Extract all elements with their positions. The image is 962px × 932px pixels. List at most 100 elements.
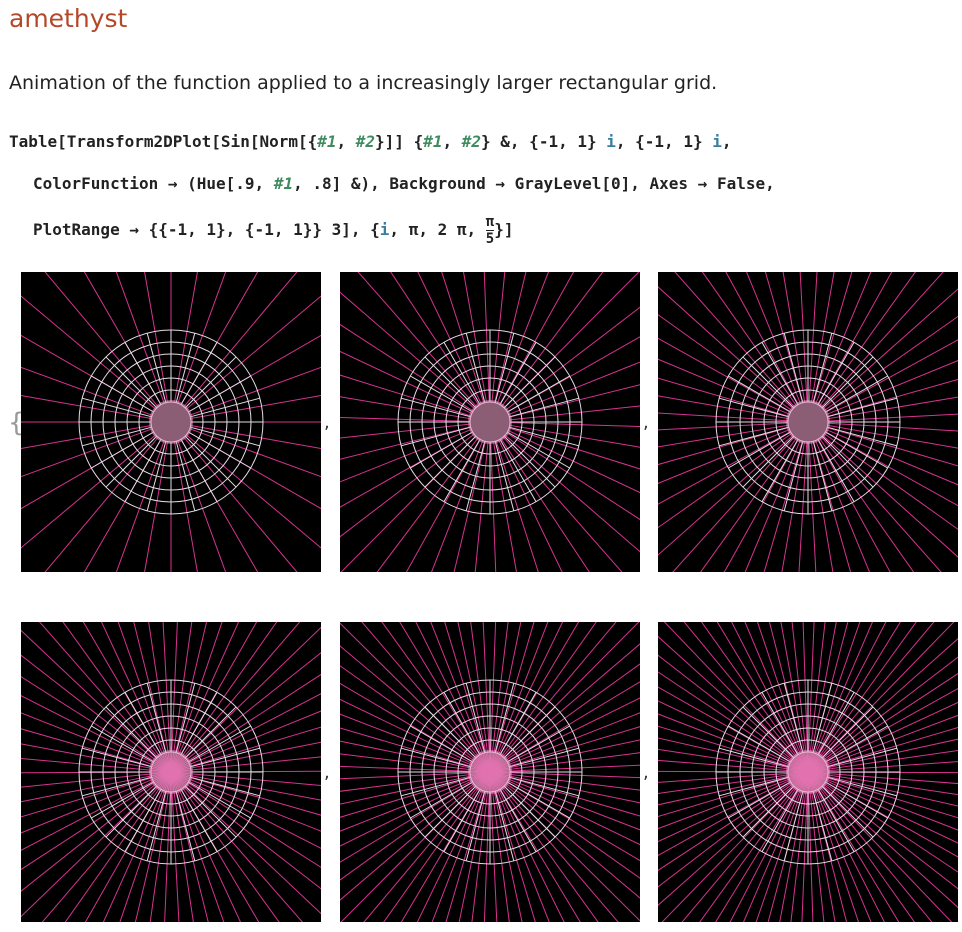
mesh-spoke [827, 397, 897, 418]
mesh-line [763, 441, 803, 572]
mesh-spoke [742, 706, 795, 759]
mesh-line [170, 771, 180, 922]
mesh-spoke [105, 356, 158, 409]
mesh-spoke [499, 692, 537, 755]
mesh-line [658, 713, 809, 773]
mesh-line [807, 771, 836, 922]
mesh-line [658, 771, 809, 794]
mesh-line [170, 771, 321, 915]
mesh-spoke [719, 426, 789, 447]
mesh-spoke [105, 435, 158, 488]
mesh-line [148, 622, 172, 773]
mesh-spoke [719, 747, 789, 768]
mesh-line [658, 429, 790, 484]
mesh-line [21, 771, 172, 871]
mesh-line [361, 622, 491, 773]
mesh-line [101, 622, 172, 773]
mesh-spoke [401, 426, 471, 447]
mesh-line [658, 771, 809, 872]
mesh-line [405, 439, 481, 572]
mesh-line [340, 665, 491, 773]
mesh-line [489, 622, 597, 773]
mesh-spoke [719, 397, 789, 418]
mesh-line [756, 622, 809, 773]
plot [21, 272, 321, 572]
mesh-line [489, 771, 640, 779]
mesh-spoke [124, 692, 162, 755]
mesh-line [807, 701, 958, 773]
mesh-line [357, 272, 478, 408]
mesh-line [807, 656, 958, 773]
mesh-line [808, 272, 818, 403]
mesh-spoke [190, 397, 260, 418]
mesh-line [44, 436, 159, 572]
mesh-line [21, 757, 172, 773]
mesh-line [462, 272, 488, 403]
mesh-line [807, 771, 958, 844]
mesh-line [494, 272, 527, 403]
mesh-spoke [503, 706, 556, 759]
mesh-line [755, 771, 809, 922]
mesh-spoke [124, 342, 162, 405]
mesh-line [489, 712, 640, 773]
mesh-line [190, 424, 321, 449]
mesh-line [672, 436, 795, 572]
code-token: , π, 2 π, [389, 220, 486, 239]
mesh-line [21, 771, 172, 851]
code-token: i [712, 132, 722, 151]
mesh-line [658, 635, 809, 773]
mesh-spoke [105, 706, 158, 759]
mesh-spoke [503, 356, 556, 409]
mesh-line [658, 337, 791, 413]
mesh-spoke [812, 791, 833, 861]
mesh-spoke [175, 441, 196, 511]
mesh-line [807, 738, 958, 773]
mesh-spoke [761, 789, 799, 852]
mesh-line [340, 771, 491, 901]
mesh-line [457, 622, 491, 773]
mesh-line [744, 622, 809, 773]
mesh-spoke [410, 725, 473, 763]
mesh-line [658, 771, 809, 843]
mesh-spoke [146, 441, 167, 511]
code-line: PlotRange → {{-1, 1}, {-1, 1}} 3], {i, π… [33, 214, 513, 247]
mesh-line [827, 378, 958, 418]
mesh-line [133, 622, 172, 773]
mesh-line [500, 438, 590, 572]
mesh-line [823, 433, 958, 530]
code-token: #2 [461, 132, 482, 151]
mesh-line [820, 436, 942, 572]
mesh-line [505, 306, 640, 411]
mesh-line [827, 422, 958, 432]
mesh-line [340, 727, 491, 773]
mesh-line [21, 654, 172, 773]
mesh-line [170, 771, 304, 922]
mesh-spoke [180, 439, 218, 502]
mesh-spoke [509, 747, 579, 768]
mesh-line [489, 771, 640, 831]
mesh-line [807, 771, 958, 873]
mesh-line [700, 437, 797, 572]
mesh-line [170, 771, 321, 801]
mesh-line [496, 272, 549, 404]
mesh-spoke [82, 747, 152, 768]
mesh-line [807, 771, 953, 922]
mesh-line [183, 436, 298, 572]
mesh-line [41, 771, 172, 922]
code-token: , [721, 132, 732, 151]
mesh-line [340, 433, 475, 538]
code-token: #1 [317, 132, 337, 151]
mesh-line [170, 756, 321, 773]
mesh-line [819, 272, 916, 407]
mesh-line [807, 771, 958, 796]
mesh-line [509, 422, 640, 428]
mesh-line [509, 384, 640, 418]
mesh-line [144, 272, 169, 403]
mesh-line [170, 622, 223, 773]
mesh-spoke [494, 441, 515, 511]
mesh-line [340, 423, 471, 439]
mesh-line [701, 272, 797, 406]
mesh-line [489, 622, 564, 773]
mesh-line [815, 440, 870, 572]
